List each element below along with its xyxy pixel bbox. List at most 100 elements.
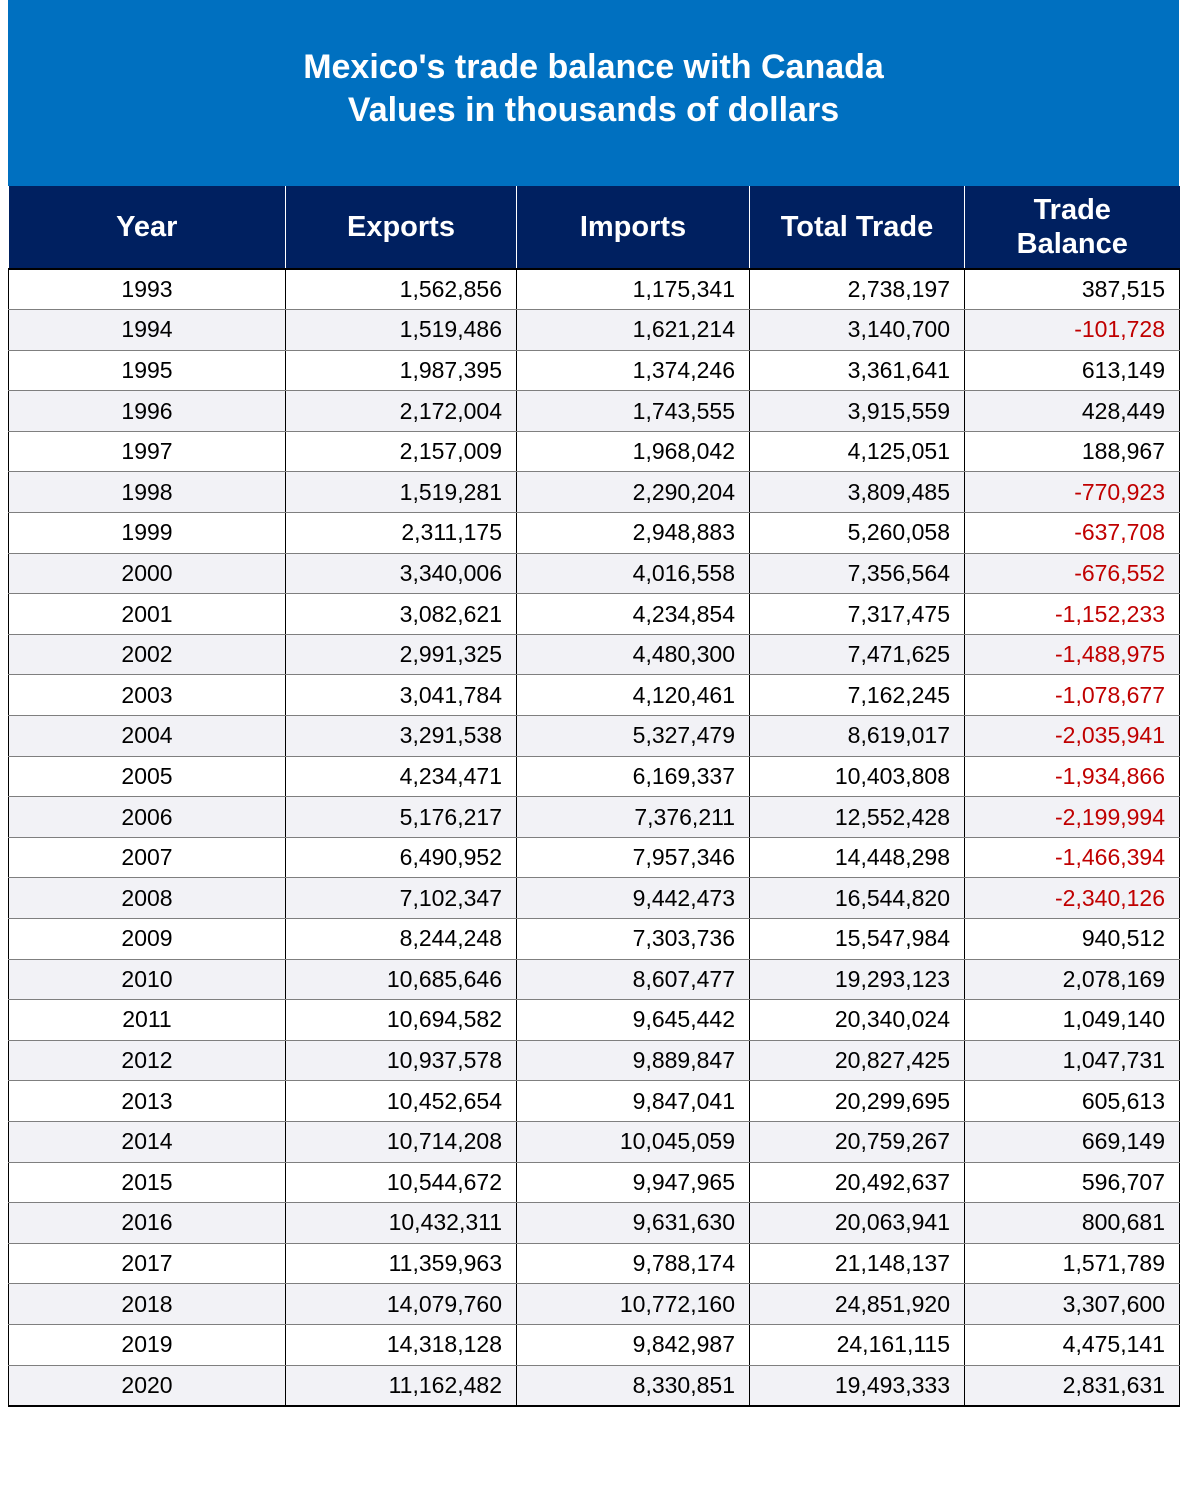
exports-cell: 10,432,311 (285, 1202, 517, 1244)
trade-balance-cell: 2,831,631 (964, 1365, 1180, 1407)
trade-balance-cell: 387,515 (964, 269, 1180, 311)
table-row: 2006 5,176,217 7,376,211 12,552,428 -2,199,9… (8, 796, 1180, 838)
total-trade-cell: 19,493,333 (749, 1365, 965, 1407)
trade-balance-cell: 940,512 (964, 918, 1180, 960)
year-cell: 2004 (8, 715, 286, 757)
exports-cell: 7,102,347 (285, 877, 517, 919)
total-trade-cell: 20,063,941 (749, 1202, 965, 1244)
exports-cell: 14,079,760 (285, 1283, 517, 1325)
trade-balance-cell: 1,049,140 (964, 999, 1180, 1041)
table-row: 1995 1,987,395 1,374,246 3,361,641 613,149 (8, 350, 1180, 392)
trade-balance-cell: 613,149 (964, 350, 1180, 392)
table-row: 2014 10,714,208 10,045,059 20,759,267 669,14… (8, 1121, 1180, 1163)
header-row: Year Exports Imports Total Trade Trade B… (8, 186, 1180, 270)
total-trade-cell: 21,148,137 (749, 1243, 965, 1285)
trade-balance-cell: -2,035,941 (964, 715, 1180, 757)
exports-cell: 2,157,009 (285, 431, 517, 473)
table-row: 2011 10,694,582 9,645,442 20,340,024 1,049,1… (8, 999, 1180, 1041)
table-row: 2004 3,291,538 5,327,479 8,619,017 -2,035,94… (8, 715, 1180, 757)
table-row: 2008 7,102,347 9,442,473 16,544,820 -2,340,1… (8, 877, 1180, 919)
year-cell: 1996 (8, 390, 286, 432)
imports-cell: 7,303,736 (516, 918, 750, 960)
trade-balance-cell: 428,449 (964, 390, 1180, 432)
exports-cell: 8,244,248 (285, 918, 517, 960)
total-trade-cell: 8,619,017 (749, 715, 965, 757)
trade-balance-table: Year Exports Imports Total Trade Trade B… (8, 186, 1180, 1407)
imports-cell: 2,948,883 (516, 512, 750, 554)
imports-cell: 4,120,461 (516, 674, 750, 717)
year-cell: 1998 (8, 471, 286, 514)
trade-balance-sheet: Mexico's trade balance with Canada Value… (8, 0, 1180, 1407)
imports-cell: 4,480,300 (516, 634, 750, 676)
total-trade-cell: 20,299,695 (749, 1080, 965, 1122)
exports-cell: 2,172,004 (285, 390, 517, 432)
table-row: 2005 4,234,471 6,169,337 10,403,808 -1,934,8… (8, 756, 1180, 798)
exports-cell: 1,519,486 (285, 309, 517, 351)
total-trade-cell: 12,552,428 (749, 796, 965, 838)
table-row: 2002 2,991,325 4,480,300 7,471,625 -1,488,97… (8, 634, 1180, 676)
trade-balance-cell: 596,707 (964, 1162, 1180, 1204)
year-cell: 1994 (8, 309, 286, 351)
trade-balance-cell: -770,923 (964, 471, 1180, 514)
exports-cell: 3,291,538 (285, 715, 517, 757)
exports-cell: 10,937,578 (285, 1040, 517, 1082)
imports-cell: 5,327,479 (516, 715, 750, 757)
table-row: 2010 10,685,646 8,607,477 19,293,123 2,078,1… (8, 959, 1180, 1001)
imports-cell: 7,376,211 (516, 796, 750, 838)
header-imports: Imports (516, 186, 750, 270)
year-cell: 2001 (8, 593, 286, 635)
imports-cell: 9,842,987 (516, 1324, 750, 1366)
imports-cell: 8,330,851 (516, 1365, 750, 1407)
total-trade-cell: 5,260,058 (749, 512, 965, 554)
exports-cell: 2,311,175 (285, 512, 517, 554)
trade-balance-cell: 3,307,600 (964, 1283, 1180, 1325)
total-trade-cell: 10,403,808 (749, 756, 965, 798)
trade-balance-cell: 4,475,141 (964, 1324, 1180, 1366)
table-title: Mexico's trade balance with Canada (303, 48, 884, 86)
header-total-trade: Total Trade (749, 186, 965, 270)
exports-cell: 11,359,963 (285, 1243, 517, 1285)
exports-cell: 5,176,217 (285, 796, 517, 838)
exports-cell: 10,452,654 (285, 1080, 517, 1122)
year-cell: 2014 (8, 1121, 286, 1163)
imports-cell: 7,957,346 (516, 837, 750, 879)
total-trade-cell: 2,738,197 (749, 269, 965, 311)
trade-balance-cell: 669,149 (964, 1121, 1180, 1163)
year-cell: 1993 (8, 269, 286, 311)
imports-cell: 9,442,473 (516, 877, 750, 919)
table-row: 2000 3,340,006 4,016,558 7,356,564 -676,552 (8, 553, 1180, 595)
year-cell: 2006 (8, 796, 286, 838)
exports-cell: 10,714,208 (285, 1121, 517, 1163)
imports-cell: 8,607,477 (516, 959, 750, 1001)
total-trade-cell: 3,915,559 (749, 390, 965, 432)
header-trade-balance-label: Trade Balance (1016, 194, 1128, 260)
table-row: 2019 14,318,128 9,842,987 24,161,115 4,475,1… (8, 1324, 1180, 1366)
imports-cell: 9,847,041 (516, 1080, 750, 1122)
imports-cell: 6,169,337 (516, 756, 750, 798)
table-row: 1998 1,519,281 2,290,204 3,809,485 -770,923 (8, 471, 1180, 514)
imports-cell: 4,016,558 (516, 553, 750, 595)
total-trade-cell: 20,759,267 (749, 1121, 965, 1163)
trade-balance-cell: 2,078,169 (964, 959, 1180, 1001)
header-trade-balance: Trade Balance (964, 186, 1180, 270)
year-cell: 2017 (8, 1243, 286, 1285)
imports-cell: 4,234,854 (516, 593, 750, 635)
trade-balance-cell: 188,967 (964, 431, 1180, 473)
trade-balance-cell: -2,340,126 (964, 877, 1180, 919)
exports-cell: 6,490,952 (285, 837, 517, 879)
header-exports: Exports (285, 186, 517, 270)
exports-cell: 14,318,128 (285, 1324, 517, 1366)
imports-cell: 9,631,630 (516, 1202, 750, 1244)
total-trade-cell: 7,162,245 (749, 674, 965, 717)
trade-balance-cell: -101,728 (964, 309, 1180, 351)
table-row: 2001 3,082,621 4,234,854 7,317,475 -1,152,23… (8, 593, 1180, 635)
trade-balance-cell: -1,466,394 (964, 837, 1180, 879)
imports-cell: 1,621,214 (516, 309, 750, 351)
total-trade-cell: 14,448,298 (749, 837, 965, 879)
table-subtitle: Values in thousands of dollars (347, 91, 840, 129)
total-trade-cell: 19,293,123 (749, 959, 965, 1001)
year-cell: 2011 (8, 999, 286, 1041)
trade-balance-cell: -1,152,233 (964, 593, 1180, 635)
imports-cell: 1,374,246 (516, 350, 750, 392)
total-trade-cell: 16,544,820 (749, 877, 965, 919)
